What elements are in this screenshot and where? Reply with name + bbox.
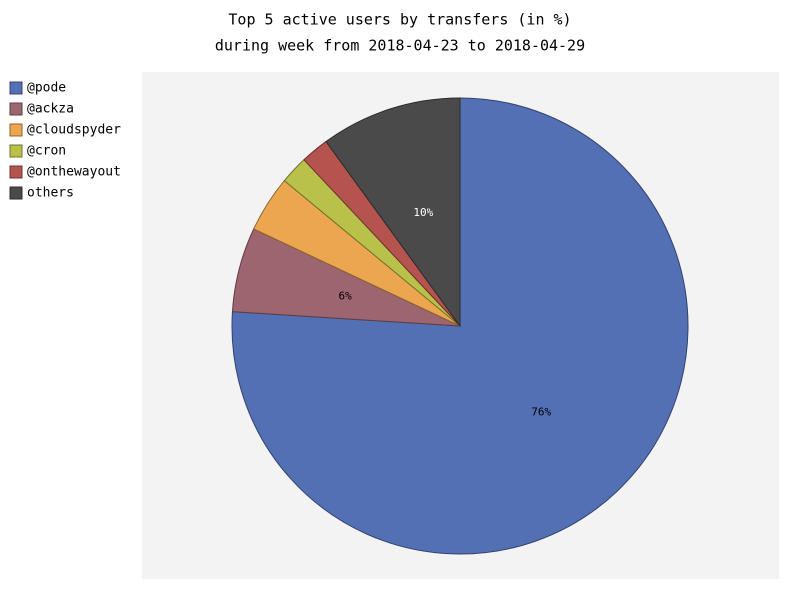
legend-label: @cron — [27, 144, 66, 159]
legend-swatch — [9, 144, 23, 158]
legend-label: @ackza — [27, 102, 74, 117]
chart-title: Top 5 active users by transfers (in %) — [228, 11, 571, 29]
chart-subtitle: during week from 2018-04-23 to 2018-04-2… — [215, 37, 585, 55]
pie-slice — [325, 97, 461, 328]
slice-label: 6% — [339, 290, 353, 303]
legend-swatch — [9, 186, 23, 200]
legend-label: others — [27, 186, 74, 201]
slice-label: 76% — [531, 405, 551, 418]
legend-label: @onthewayout — [27, 165, 121, 180]
legend-swatch — [9, 165, 23, 179]
legend-swatch — [9, 81, 23, 95]
legend-label: @cloudspyder — [27, 123, 121, 138]
legend-swatch — [9, 102, 23, 116]
legend-swatch — [9, 123, 23, 137]
slice-label: 10% — [413, 206, 433, 219]
legend-label: @pode — [27, 81, 66, 96]
pie-slice — [231, 97, 689, 555]
